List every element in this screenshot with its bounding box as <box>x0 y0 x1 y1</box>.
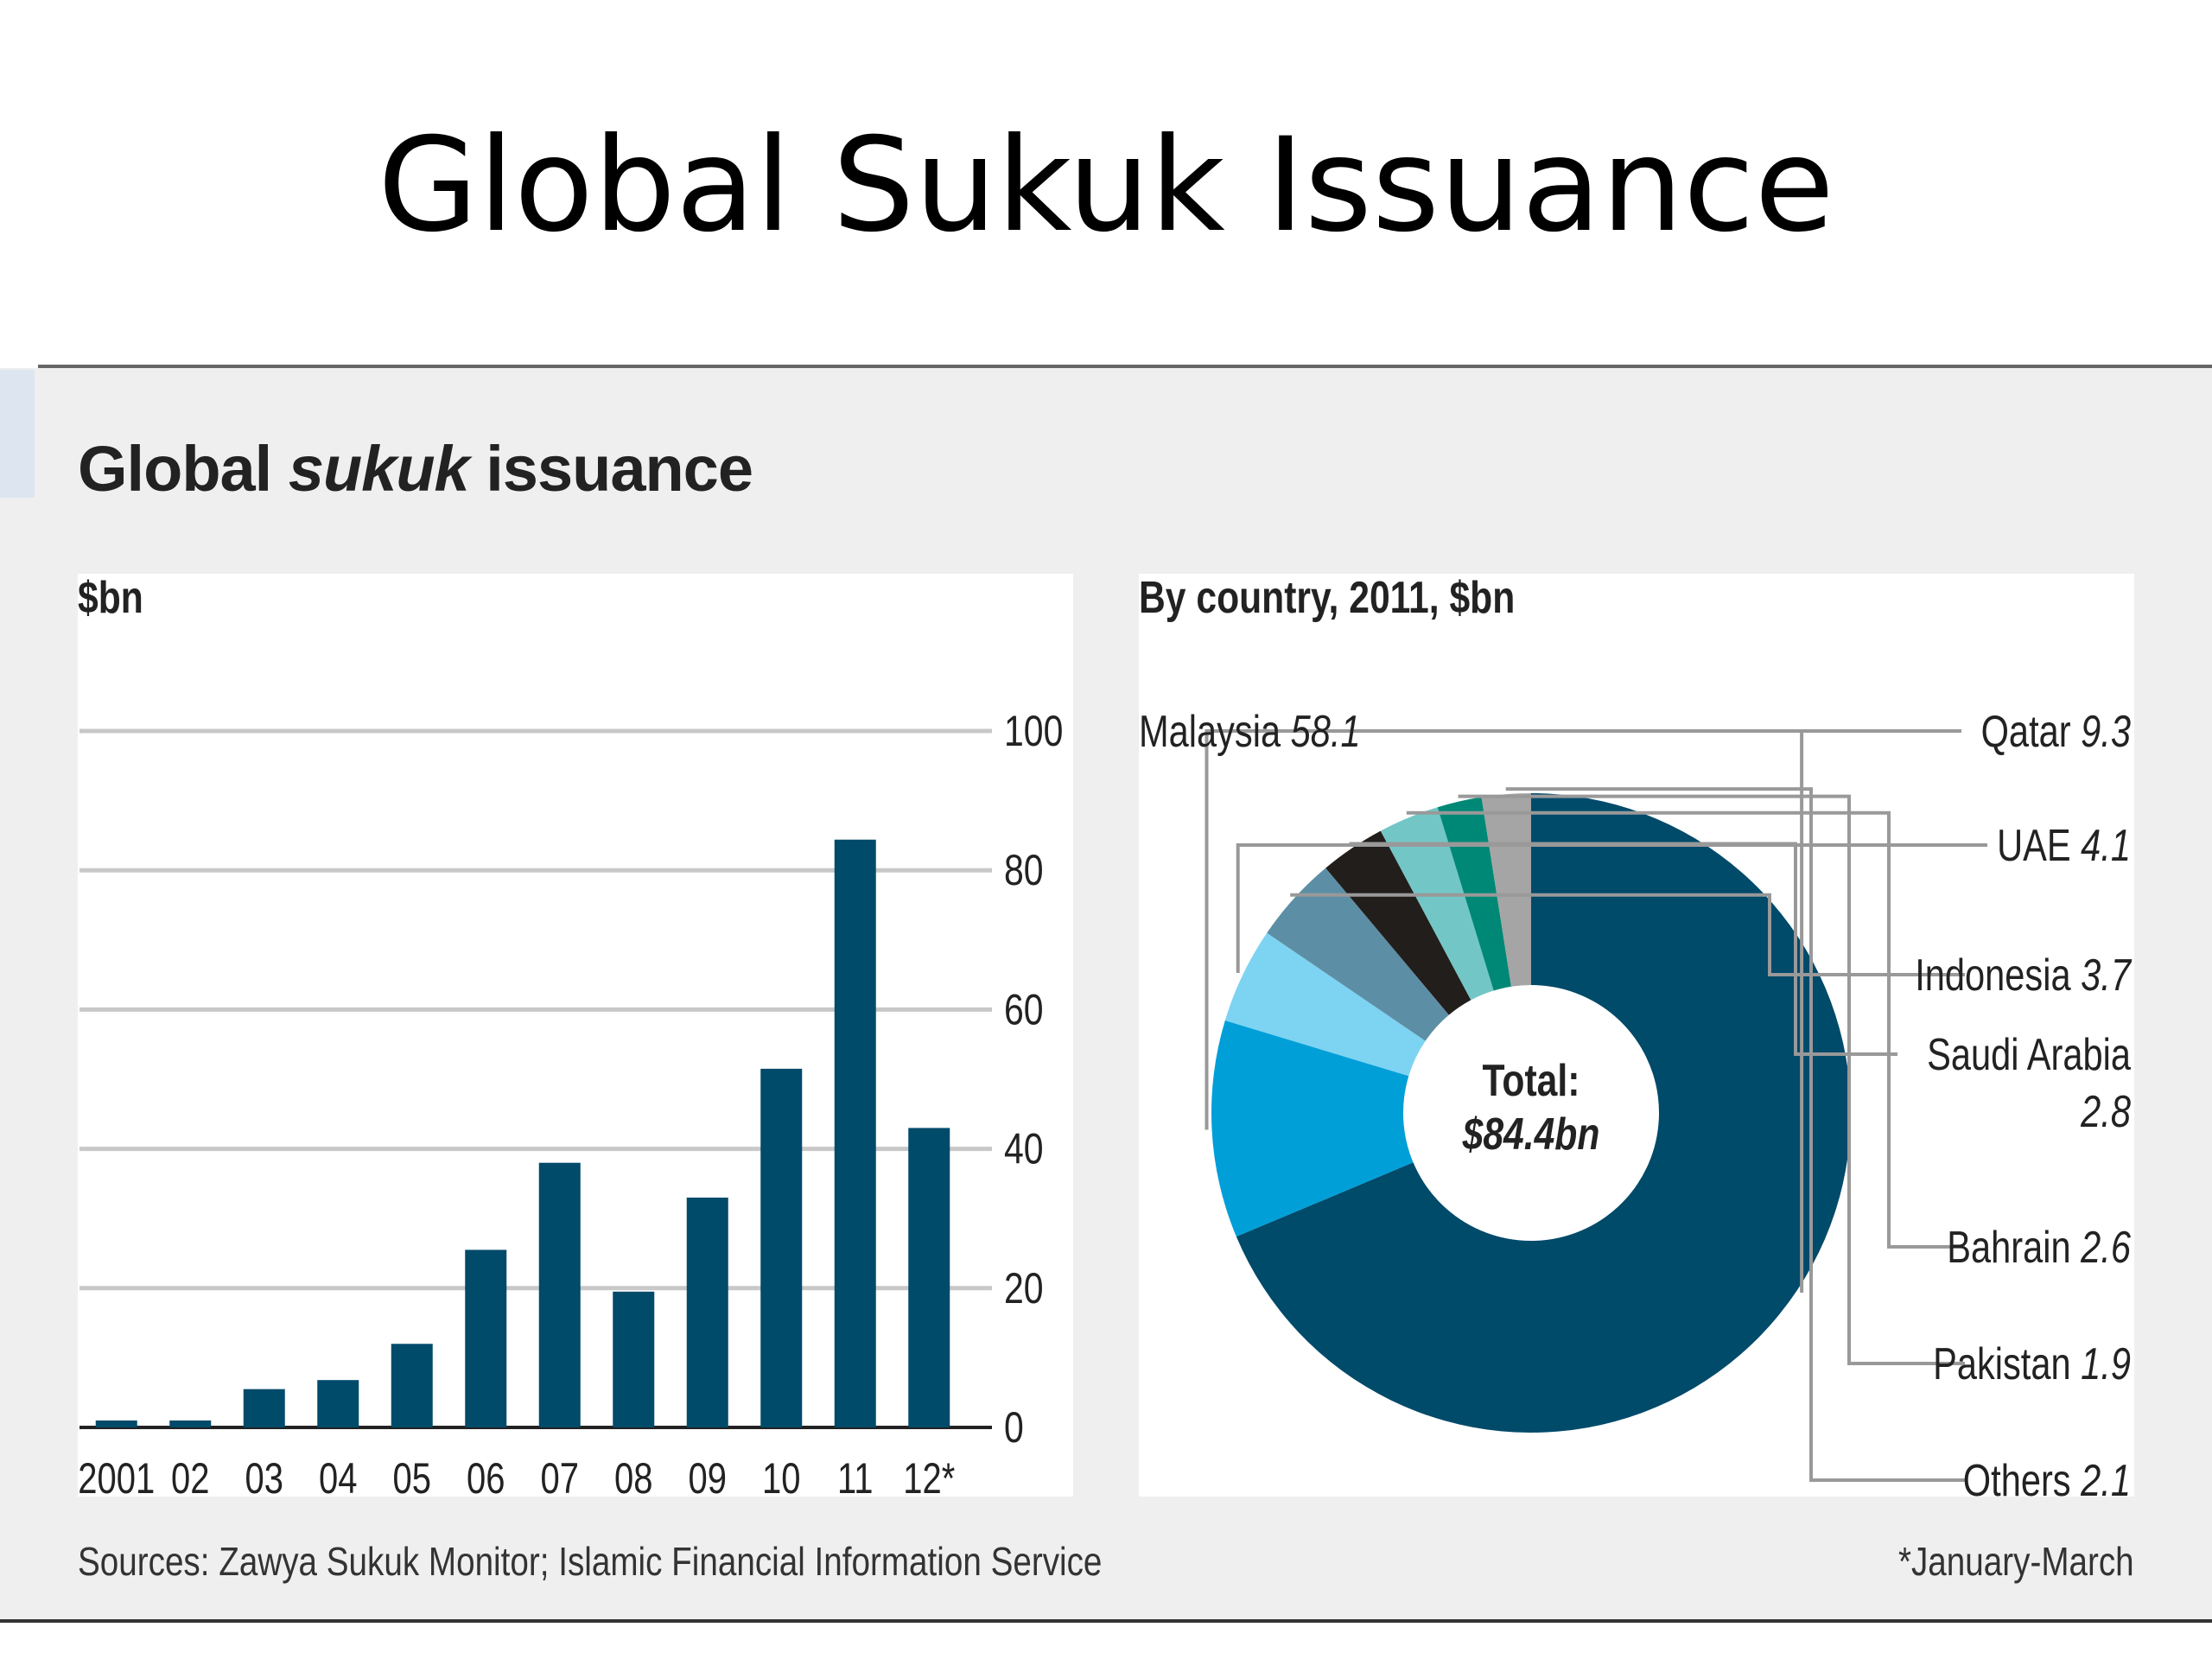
pie-subtitle: By country, 2011, $bn <box>1139 573 1516 623</box>
panel-title-part3: issuance <box>468 433 753 505</box>
slice-label-saudi_arabia: Saudi Arabia <box>1927 1029 2132 1080</box>
y-tick-label-4: 80 <box>1004 846 1044 894</box>
bar-05 <box>391 1344 433 1427</box>
x-tick-label-3: 04 <box>319 1454 357 1503</box>
slice-uae <box>1224 932 1426 1077</box>
slice-malaysia <box>1236 793 1851 1433</box>
leader-line-others <box>1505 787 1965 1482</box>
x-tick-label-7: 08 <box>614 1454 652 1503</box>
slice-saudi_arabia <box>1325 830 1471 1015</box>
slice-label-bahrain: Bahrain 2.6 <box>1947 1222 2131 1273</box>
y-tick-label-0: 0 <box>1004 1403 1024 1452</box>
bar-06 <box>465 1249 507 1427</box>
x-tick-label-2: 03 <box>245 1454 283 1503</box>
bottom-rule <box>0 1619 2212 1623</box>
slice-label-qatar: Qatar 9.3 <box>1981 706 2131 757</box>
x-tick-label-6: 07 <box>541 1454 579 1503</box>
footnote: *January-March <box>1898 1539 2134 1584</box>
bar-y-unit-label: $bn <box>78 573 143 623</box>
x-tick-label-5: 06 <box>467 1454 505 1503</box>
y-tick-label-1: 20 <box>1004 1264 1044 1313</box>
leader-line-qatar <box>1205 729 1961 1130</box>
bar-12* <box>908 1128 950 1427</box>
slice-value-saudi_arabia: 2.8 <box>2080 1086 2131 1137</box>
leader-line-saudi_arabia <box>1349 842 1897 1056</box>
x-tick-label-8: 09 <box>689 1454 727 1503</box>
bar-07 <box>538 1162 581 1427</box>
source-note: Sources: Zawya Sukuk Monitor; Islamic Fi… <box>78 1539 1103 1584</box>
leader-line-indonesia <box>1290 893 1965 976</box>
y-tick-label-3: 60 <box>1004 986 1044 1034</box>
x-tick-label-11: 12* <box>903 1454 955 1503</box>
leader-line-pakistan <box>1458 794 1965 1365</box>
slice-label-uae: UAE 4.1 <box>1997 820 2131 871</box>
x-tick-label-0: 2001 <box>78 1454 155 1503</box>
bar-08 <box>613 1291 655 1427</box>
donut-center-total-label: Total: <box>1483 1056 1580 1106</box>
bar-11 <box>834 839 876 1427</box>
x-tick-label-1: 02 <box>171 1454 209 1503</box>
x-tick-label-10: 11 <box>837 1454 874 1503</box>
bar-02 <box>169 1420 212 1427</box>
donut-center-total-value: $84.4bn <box>1462 1109 1600 1160</box>
panel-title-italic: sukuk <box>288 433 470 505</box>
top-rule <box>38 365 2212 368</box>
bar-03 <box>243 1389 285 1427</box>
slice-bahrain <box>1380 807 1494 1001</box>
bar-09 <box>686 1198 728 1427</box>
panel-title-part1: Global <box>78 433 289 505</box>
slice-indonesia <box>1267 868 1449 1041</box>
slice-qatar <box>1211 1020 1414 1237</box>
bar-10 <box>760 1068 803 1427</box>
leader-line-bahrain <box>1406 810 1965 1249</box>
panel-title: Global sukuk issuance <box>78 432 753 505</box>
slice-label-pakistan: Pakistan 1.9 <box>1933 1338 2131 1389</box>
slice-label-others: Others 2.1 <box>1963 1455 2131 1506</box>
slice-label-malaysia: Malaysia 58.1 <box>1139 706 1361 757</box>
bar-04 <box>317 1380 359 1427</box>
slide-title: Global Sukuk Issuance <box>378 111 1834 261</box>
x-tick-label-4: 05 <box>393 1454 431 1503</box>
x-tick-label-9: 10 <box>762 1454 800 1503</box>
slice-label-indonesia: Indonesia 3.7 <box>1915 950 2132 1001</box>
y-tick-label-5: 100 <box>1004 707 1063 755</box>
slice-others <box>1481 793 1531 987</box>
accent-bar <box>0 370 35 498</box>
bar-2001 <box>95 1420 137 1427</box>
y-tick-label-2: 40 <box>1004 1125 1044 1173</box>
